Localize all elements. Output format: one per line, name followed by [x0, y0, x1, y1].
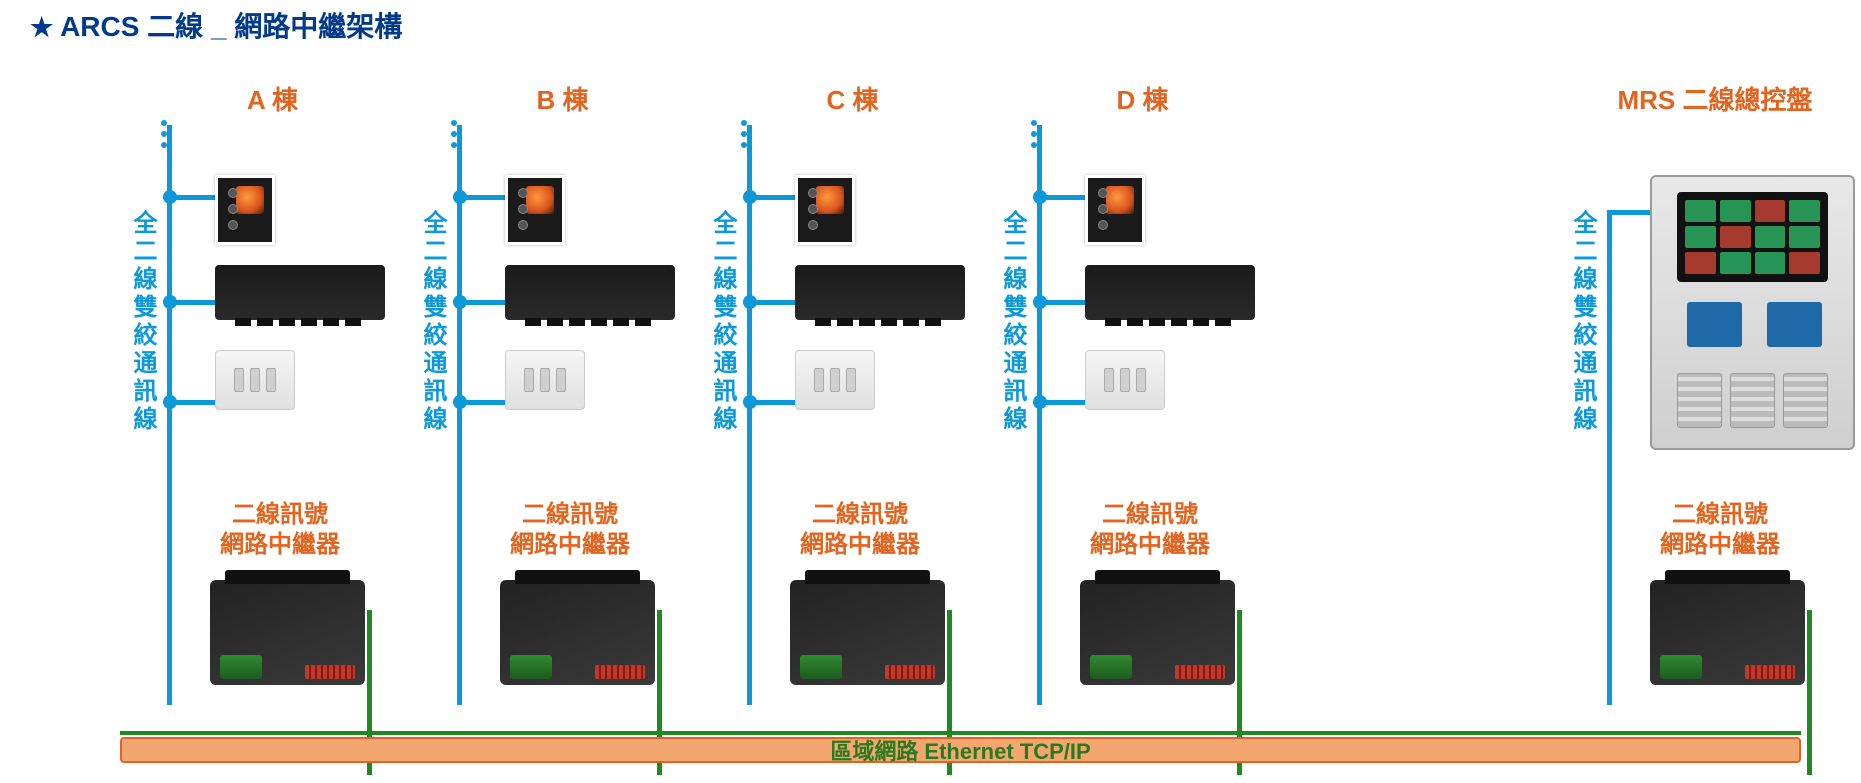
wall-switch-device	[1085, 350, 1165, 410]
device-stack	[795, 175, 965, 440]
bus-vertical-label: 全二線雙絞通訊線	[125, 210, 160, 434]
bus-line	[167, 125, 172, 705]
network-repeater-device	[1650, 580, 1805, 685]
building-column-B: B 棟 全二線雙絞通訊線 二線訊號網路中繼器	[415, 80, 710, 720]
mrs-label: MRS 二線總控盤	[1565, 80, 1861, 117]
title-text: ARCS 二線 _ 網路中繼架構	[60, 11, 402, 42]
star-icon: ★	[30, 12, 53, 42]
building-label: D 棟	[995, 80, 1290, 117]
bus-line	[747, 125, 752, 705]
bus-vertical-label: 全二線雙絞通訊線	[1565, 210, 1600, 434]
bus-line	[457, 125, 462, 705]
repeater-label: 二線訊號網路中繼器	[1660, 500, 1780, 560]
page-title: ★ ARCS 二線 _ 網路中繼架構	[30, 5, 402, 45]
bus-branch	[1039, 400, 1087, 405]
bus-branch	[459, 195, 507, 200]
building-column-D: D 棟 全二線雙絞通訊線 二線訊號網路中繼器	[995, 80, 1290, 720]
bus-line	[1607, 210, 1612, 705]
device-stack	[505, 175, 675, 440]
console-mini-display	[1687, 302, 1742, 347]
bus-branch	[749, 300, 797, 305]
ethernet-drop	[1807, 610, 1812, 775]
bus-branch	[1039, 195, 1087, 200]
building-column-C: C 棟 全二線雙絞通訊線 二線訊號網路中繼器	[705, 80, 1000, 720]
building-label: C 棟	[705, 80, 1000, 117]
bus-vertical-label: 全二線雙絞通訊線	[705, 210, 740, 434]
network-repeater-device	[1080, 580, 1235, 685]
wall-switch-device	[215, 350, 295, 410]
touch-panel-device	[215, 175, 275, 245]
network-repeater-device	[790, 580, 945, 685]
bus-branch	[749, 195, 797, 200]
device-stack	[1085, 175, 1255, 440]
touch-panel-device	[795, 175, 855, 245]
bus-branch	[459, 400, 507, 405]
bus-branch	[169, 195, 217, 200]
touch-panel-device	[1085, 175, 1145, 245]
bus-branch	[1039, 300, 1087, 305]
din-module-device	[215, 265, 385, 320]
building-column-A: A 棟 全二線雙絞通訊線 二線訊號網路中繼器	[125, 80, 420, 720]
din-module-device	[505, 265, 675, 320]
network-repeater-device	[210, 580, 365, 685]
network-repeater-device	[500, 580, 655, 685]
building-label: A 棟	[125, 80, 420, 117]
console-mini-display	[1767, 302, 1822, 347]
din-module-device	[1085, 265, 1255, 320]
building-label: B 棟	[415, 80, 710, 117]
mrs-control-panel	[1650, 175, 1855, 450]
bus-branch	[459, 300, 507, 305]
ethernet-label: 區域網路 Ethernet TCP/IP	[830, 734, 1090, 766]
ethernet-backbone: 區域網路 Ethernet TCP/IP	[120, 737, 1801, 763]
bus-line	[1037, 125, 1042, 705]
touch-panel-device	[505, 175, 565, 245]
bus-vertical-label: 全二線雙絞通訊線	[415, 210, 450, 434]
bus-branch	[169, 300, 217, 305]
console-keypad	[1677, 373, 1828, 428]
bus-branch	[1609, 210, 1651, 215]
wall-switch-device	[505, 350, 585, 410]
mrs-console-column: MRS 二線總控盤 全二線雙絞通訊線 二線訊號網路中繼器	[1565, 80, 1861, 720]
bus-branch	[169, 400, 217, 405]
bus-branch	[749, 400, 797, 405]
console-screen	[1677, 192, 1828, 282]
device-stack	[215, 175, 385, 440]
repeater-label: 二線訊號網路中繼器	[510, 500, 630, 560]
wall-switch-device	[795, 350, 875, 410]
repeater-label: 二線訊號網路中繼器	[220, 500, 340, 560]
bus-vertical-label: 全二線雙絞通訊線	[995, 210, 1030, 434]
repeater-label: 二線訊號網路中繼器	[800, 500, 920, 560]
repeater-label: 二線訊號網路中繼器	[1090, 500, 1210, 560]
din-module-device	[795, 265, 965, 320]
